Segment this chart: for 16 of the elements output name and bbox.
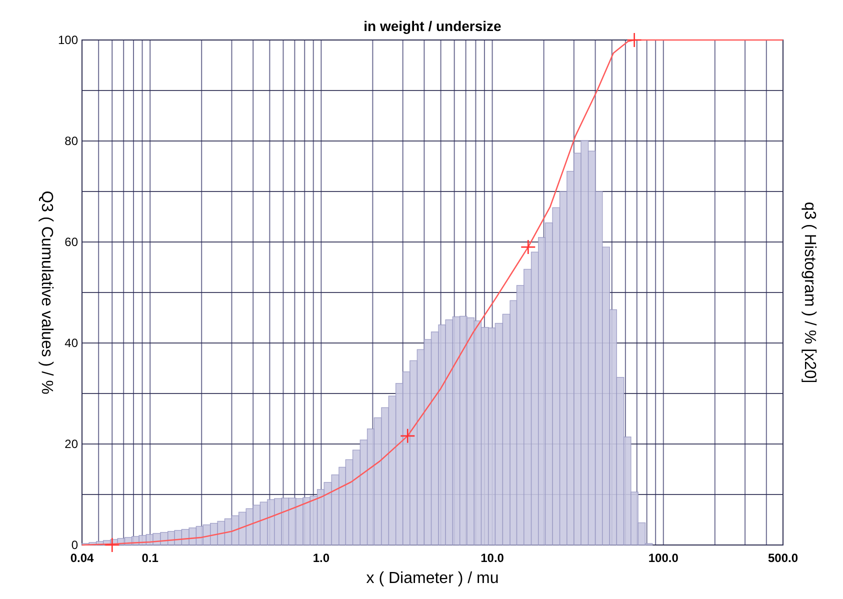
chart-title: in weight / undersize [364, 18, 502, 34]
y-tick-label: 40 [64, 336, 78, 350]
y-tick-label: 100 [58, 33, 78, 47]
x-tick-label: 10.0 [480, 551, 504, 565]
x-tick-label: 500.0 [768, 551, 798, 565]
y-axis-title: Q3 ( Cumulative values ) / % [38, 190, 55, 394]
x-tick-label: 100.0 [648, 551, 679, 565]
x-axis-title: x ( Diameter ) / mu [366, 570, 499, 587]
y-tick-label: 60 [64, 235, 78, 249]
y-tick-label: 80 [64, 134, 78, 148]
y-tick-label: 0 [71, 538, 78, 552]
y-tick-label: 20 [64, 437, 78, 451]
x-tick-label: 0.1 [142, 551, 159, 565]
x-tick-label: 0.04 [70, 551, 94, 565]
y2-axis-title: q3 ( Histogram ) / % [x20] [801, 202, 818, 384]
x-tick-label: 1.0 [312, 551, 330, 565]
